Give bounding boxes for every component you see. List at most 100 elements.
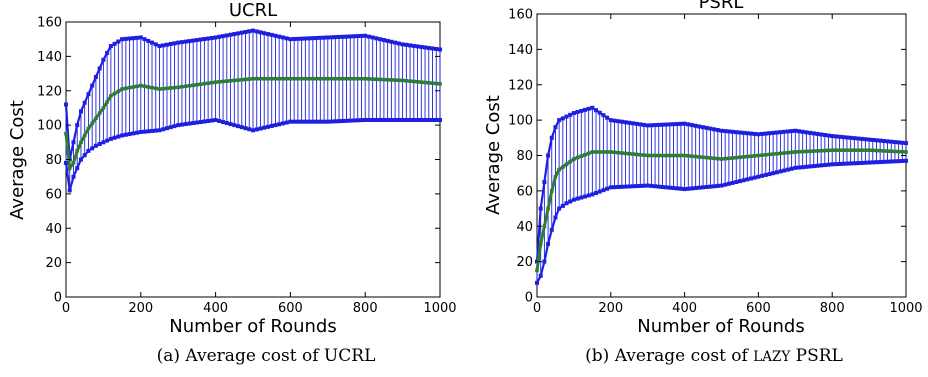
lower-cap <box>359 118 364 123</box>
lower-cap <box>198 120 203 125</box>
upper-cap <box>348 34 353 39</box>
mean-marker <box>363 76 367 81</box>
chart-title: UCRL <box>229 0 277 21</box>
mean-marker <box>752 154 757 158</box>
mean-marker <box>389 78 394 82</box>
lower-cap <box>697 185 702 190</box>
x-tick-label: 600 <box>278 301 303 316</box>
upper-cap <box>322 35 327 40</box>
upper-cap <box>749 131 754 136</box>
lower-cap <box>793 165 798 170</box>
lower-cap <box>172 124 177 129</box>
mean-marker <box>882 149 886 153</box>
lower-cap <box>138 130 143 134</box>
mean-marker <box>247 77 252 81</box>
mean-marker <box>71 161 76 165</box>
upper-cap <box>638 122 643 127</box>
upper-cap <box>82 100 87 105</box>
mean-marker <box>217 80 222 84</box>
x-tick-label: 1000 <box>889 301 922 316</box>
lower-cap <box>131 131 136 136</box>
mean-marker <box>281 76 285 81</box>
lower-cap <box>434 117 439 122</box>
mean-marker <box>656 153 661 158</box>
upper-cap <box>763 131 768 136</box>
mean-marker <box>664 153 668 158</box>
upper-cap <box>575 109 580 114</box>
upper-cap <box>881 138 886 143</box>
lower-cap <box>848 161 853 166</box>
mean-marker <box>697 155 702 159</box>
mean-marker <box>172 85 177 90</box>
mean-marker <box>120 87 124 91</box>
mean-marker <box>727 156 731 161</box>
lower-cap <box>120 133 125 138</box>
lower-cap <box>310 119 315 124</box>
mean-marker <box>631 152 635 156</box>
mean-marker <box>367 77 371 81</box>
lower-cap <box>634 184 639 189</box>
lower-cap <box>693 186 698 191</box>
lower-cap <box>243 126 248 131</box>
upper-cap <box>135 35 140 40</box>
mean-marker <box>830 148 834 152</box>
lower-cap <box>153 128 158 133</box>
upper-cap <box>105 50 110 55</box>
mean-marker <box>701 155 705 160</box>
mean-marker <box>344 76 349 81</box>
mean-marker <box>378 77 382 82</box>
lower-cap <box>351 118 356 123</box>
upper-cap <box>344 34 349 39</box>
mean-marker <box>277 76 281 81</box>
mean-marker <box>161 86 166 91</box>
mean-marker <box>213 80 218 84</box>
lower-cap <box>404 117 409 122</box>
upper-cap <box>542 180 547 185</box>
upper-cap <box>138 35 143 40</box>
upper-cap <box>793 128 798 133</box>
upper-cap <box>78 109 83 114</box>
upper-cap <box>75 123 80 128</box>
upper-cap <box>594 108 599 113</box>
mean-marker <box>150 85 154 90</box>
upper-cap <box>619 119 624 124</box>
mean-marker <box>127 85 132 90</box>
mean-marker <box>400 78 405 83</box>
lower-cap <box>411 117 416 122</box>
y-tick-label: 80 <box>45 153 62 168</box>
upper-cap <box>176 40 181 45</box>
lower-cap <box>202 119 207 124</box>
mean-marker <box>94 116 98 121</box>
upper-cap <box>415 44 420 49</box>
lower-cap <box>157 128 162 133</box>
lower-cap <box>71 174 76 179</box>
lower-cap <box>191 121 196 126</box>
upper-cap <box>546 153 551 158</box>
upper-cap <box>870 137 875 142</box>
mean-marker <box>708 156 713 160</box>
mean-marker <box>815 149 820 153</box>
chart-marks <box>64 21 442 298</box>
mean-marker <box>649 153 654 158</box>
mean-marker <box>590 150 595 154</box>
upper-cap <box>202 37 207 42</box>
lower-cap <box>627 184 632 189</box>
upper-cap <box>221 34 226 39</box>
lower-cap <box>678 186 683 191</box>
lower-cap <box>844 161 849 166</box>
mean-marker <box>374 77 379 82</box>
mean-marker <box>251 76 255 81</box>
mean-marker <box>852 148 857 152</box>
mean-marker <box>775 151 779 156</box>
mean-marker <box>859 148 864 152</box>
lower-cap <box>675 186 680 191</box>
lower-cap <box>590 192 595 197</box>
lower-cap <box>183 122 188 127</box>
lower-cap <box>303 119 308 124</box>
lower-cap <box>374 117 379 122</box>
mean-marker <box>749 154 753 159</box>
upper-cap <box>852 136 857 141</box>
mean-marker <box>176 85 180 90</box>
lower-cap <box>430 117 435 122</box>
lower-cap <box>726 181 731 186</box>
